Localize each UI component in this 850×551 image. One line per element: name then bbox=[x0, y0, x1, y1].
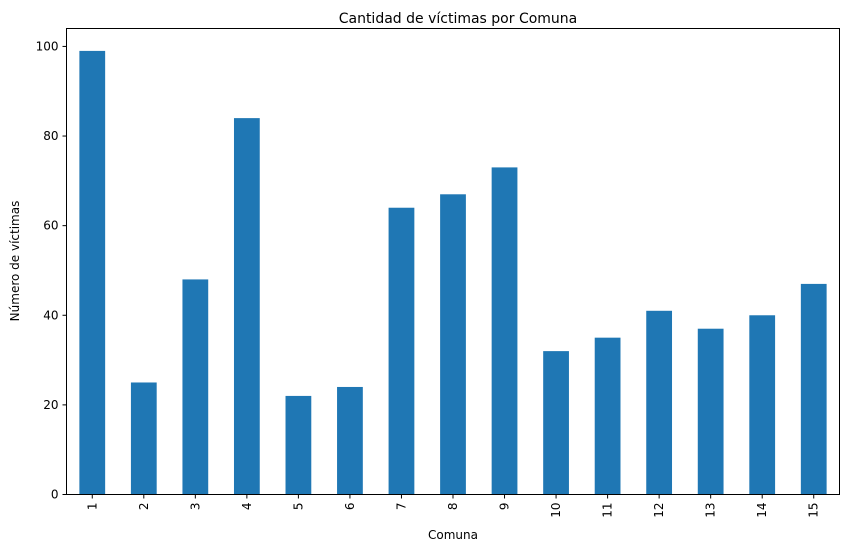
bar-comuna-1 bbox=[79, 50, 106, 495]
bar-comuna-12 bbox=[646, 310, 673, 495]
bar-comuna-6 bbox=[337, 386, 363, 495]
bar-comuna-5 bbox=[285, 395, 312, 495]
x-tick-label: 13 bbox=[704, 503, 718, 518]
x-tick-label: 15 bbox=[807, 503, 821, 518]
chart-title: Cantidad de víctimas por Comuna bbox=[339, 11, 578, 27]
y-tick-label: 0 bbox=[51, 488, 59, 502]
x-tick-label: 5 bbox=[291, 503, 305, 511]
x-tick-label: 14 bbox=[755, 503, 769, 518]
x-tick-label: 10 bbox=[549, 503, 563, 518]
bar-comuna-10 bbox=[543, 351, 569, 495]
x-axis-label: Comuna bbox=[428, 528, 478, 542]
bar-comuna-8 bbox=[440, 194, 466, 495]
bar-comuna-7 bbox=[388, 207, 415, 495]
y-tick-label: 100 bbox=[36, 39, 59, 53]
bar-comuna-9 bbox=[491, 167, 518, 495]
x-tick-label: 4 bbox=[240, 503, 254, 511]
bar-comuna-14 bbox=[749, 315, 776, 495]
bars-group bbox=[79, 50, 827, 495]
y-tick-label: 20 bbox=[43, 398, 58, 412]
x-tick-label: 7 bbox=[394, 503, 408, 511]
x-tick-label: 9 bbox=[498, 503, 512, 511]
x-tick-label: 12 bbox=[652, 503, 666, 518]
y-tick-label: 40 bbox=[43, 308, 58, 322]
y-axis: 0 20 40 60 80 100 bbox=[36, 39, 67, 502]
bar-comuna-4 bbox=[233, 118, 260, 495]
x-tick-label: 8 bbox=[446, 503, 460, 511]
bar-comuna-2 bbox=[130, 382, 157, 495]
bar-comuna-11 bbox=[594, 337, 621, 495]
x-axis: 1 2 3 4 5 6 7 8 9 10 11 12 13 14 15 bbox=[85, 494, 821, 518]
bar-comuna-13 bbox=[697, 328, 724, 495]
x-tick-label: 11 bbox=[601, 503, 615, 518]
bar-comuna-3 bbox=[182, 279, 209, 495]
y-axis-label: Número de víctimas bbox=[8, 201, 22, 322]
x-tick-label: 1 bbox=[85, 503, 99, 511]
x-tick-label: 3 bbox=[188, 503, 202, 511]
x-tick-label: 2 bbox=[137, 503, 151, 511]
x-tick-label: 6 bbox=[343, 503, 357, 511]
plot-frame bbox=[66, 28, 840, 495]
bar-comuna-15 bbox=[800, 283, 827, 495]
y-tick-label: 80 bbox=[43, 129, 58, 143]
y-tick-label: 60 bbox=[43, 219, 58, 233]
